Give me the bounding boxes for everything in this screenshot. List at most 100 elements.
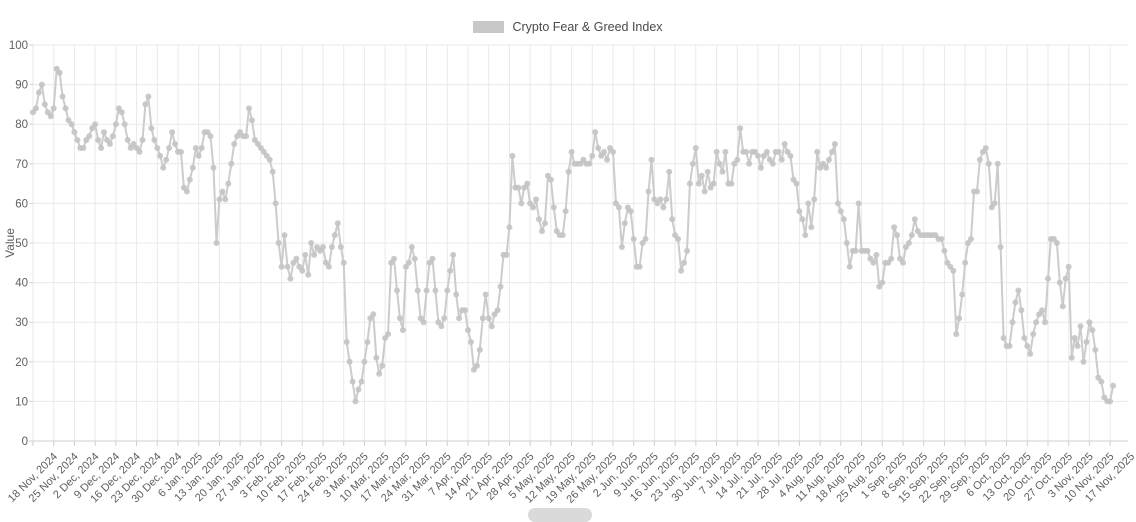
data-point[interactable] [974,188,980,195]
data-point[interactable] [1012,299,1019,306]
data-point[interactable] [1077,323,1084,330]
data-point[interactable] [905,240,912,246]
data-point[interactable] [684,247,690,254]
data-point[interactable] [358,378,365,385]
data-point[interactable] [462,307,468,314]
data-point[interactable] [420,319,427,326]
data-point[interactable] [438,323,445,330]
data-point[interactable] [411,255,418,262]
data-point[interactable] [225,180,232,187]
data-point[interactable] [405,259,412,266]
data-point[interactable] [888,255,895,262]
data-point[interactable] [414,287,421,294]
data-point[interactable] [408,244,415,250]
data-point[interactable] [826,156,832,163]
data-point[interactable] [959,291,966,298]
data-point[interactable] [1068,354,1075,361]
data-point[interactable] [689,160,696,167]
data-point[interactable] [802,232,809,239]
data-point[interactable] [1000,335,1007,341]
data-point[interactable] [59,93,66,100]
data-point[interactable] [870,259,877,266]
data-point[interactable] [787,152,794,159]
data-point[interactable] [343,339,350,345]
data-point[interactable] [840,216,847,223]
data-point[interactable] [429,255,436,262]
data-point[interactable] [186,176,193,183]
data-point[interactable] [746,160,753,167]
data-point[interactable] [266,156,273,163]
data-point[interactable] [101,129,107,136]
data-point[interactable] [195,152,202,159]
data-point[interactable] [364,339,371,345]
data-point[interactable] [1065,263,1072,270]
data-point[interactable] [675,236,682,242]
data-point[interactable] [497,283,504,290]
data-point[interactable] [160,164,167,171]
data-point[interactable] [1059,303,1066,310]
data-point[interactable] [444,287,451,294]
data-point[interactable] [1030,331,1037,338]
data-point[interactable] [533,196,540,203]
data-point[interactable] [1006,343,1013,349]
data-point[interactable] [450,251,457,258]
data-point[interactable] [950,267,957,274]
data-point[interactable] [399,327,406,334]
data-point[interactable] [518,200,525,207]
data-point[interactable] [1092,346,1099,353]
data-point[interactable] [938,236,945,242]
data-point[interactable] [1098,378,1105,385]
data-point[interactable] [213,240,220,246]
data-point[interactable] [121,121,128,128]
data-point[interactable] [657,196,664,203]
data-point[interactable] [595,145,602,151]
data-point[interactable] [473,362,480,369]
data-point[interactable] [453,291,460,298]
data-point[interactable] [86,133,93,140]
data-point[interactable] [1110,382,1117,389]
data-point[interactable] [829,148,835,155]
data-point[interactable] [681,259,687,266]
data-point[interactable] [837,208,844,215]
data-point[interactable] [799,216,806,223]
data-point[interactable] [666,168,673,175]
data-point[interactable] [757,164,764,171]
data-point[interactable] [586,160,593,167]
data-point[interactable] [222,196,229,203]
data-point[interactable] [796,208,803,215]
data-point[interactable] [627,208,634,215]
data-point[interactable] [879,279,886,286]
data-point[interactable] [207,133,214,140]
data-point[interactable] [166,145,173,151]
data-point[interactable] [154,145,161,151]
data-point[interactable] [394,287,400,294]
data-point[interactable] [71,129,78,136]
data-point[interactable] [210,164,217,171]
data-point[interactable] [506,224,513,231]
data-point[interactable] [228,160,235,167]
chart-legend[interactable]: Crypto Fear & Greed Index [0,20,1136,34]
data-point[interactable] [823,164,830,171]
data-point[interactable] [47,113,54,120]
data-point[interactable] [423,287,430,294]
data-point[interactable] [503,251,510,258]
data-point[interactable] [157,152,164,159]
data-point[interactable] [642,236,649,242]
data-point[interactable] [385,331,392,338]
data-point[interactable] [74,137,81,143]
data-point[interactable] [660,204,667,211]
data-point[interactable] [805,200,812,207]
data-point[interactable] [1083,339,1090,345]
data-point[interactable] [112,121,119,128]
data-point[interactable] [1062,275,1069,282]
data-point[interactable] [92,121,99,128]
data-point[interactable] [355,386,362,393]
data-point[interactable] [755,152,761,159]
data-point[interactable] [956,315,963,322]
data-point[interactable] [728,180,735,187]
data-point[interactable] [648,156,655,163]
data-point[interactable] [692,145,699,151]
data-point[interactable] [636,263,643,270]
data-point[interactable] [38,81,45,88]
